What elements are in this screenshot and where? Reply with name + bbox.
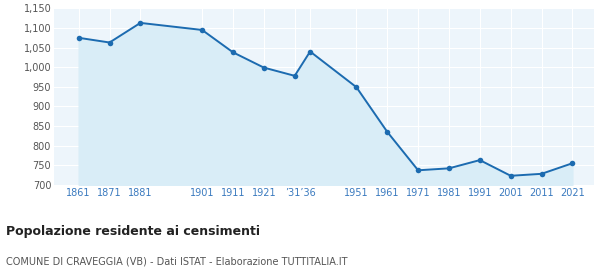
- Point: [197, 28, 207, 32]
- Point: [537, 172, 547, 176]
- Point: [382, 130, 392, 134]
- Point: [105, 40, 115, 45]
- Point: [475, 158, 485, 162]
- Point: [228, 50, 238, 55]
- Point: [290, 74, 299, 78]
- Point: [413, 168, 423, 172]
- Text: Popolazione residente ai censimenti: Popolazione residente ai censimenti: [6, 225, 260, 238]
- Point: [259, 65, 269, 70]
- Point: [444, 166, 454, 171]
- Point: [305, 49, 315, 54]
- Point: [352, 85, 361, 89]
- Point: [136, 21, 145, 25]
- Point: [74, 36, 83, 40]
- Text: COMUNE DI CRAVEGGIA (VB) - Dati ISTAT - Elaborazione TUTTITALIA.IT: COMUNE DI CRAVEGGIA (VB) - Dati ISTAT - …: [6, 256, 347, 266]
- Point: [568, 161, 577, 165]
- Point: [506, 174, 515, 178]
